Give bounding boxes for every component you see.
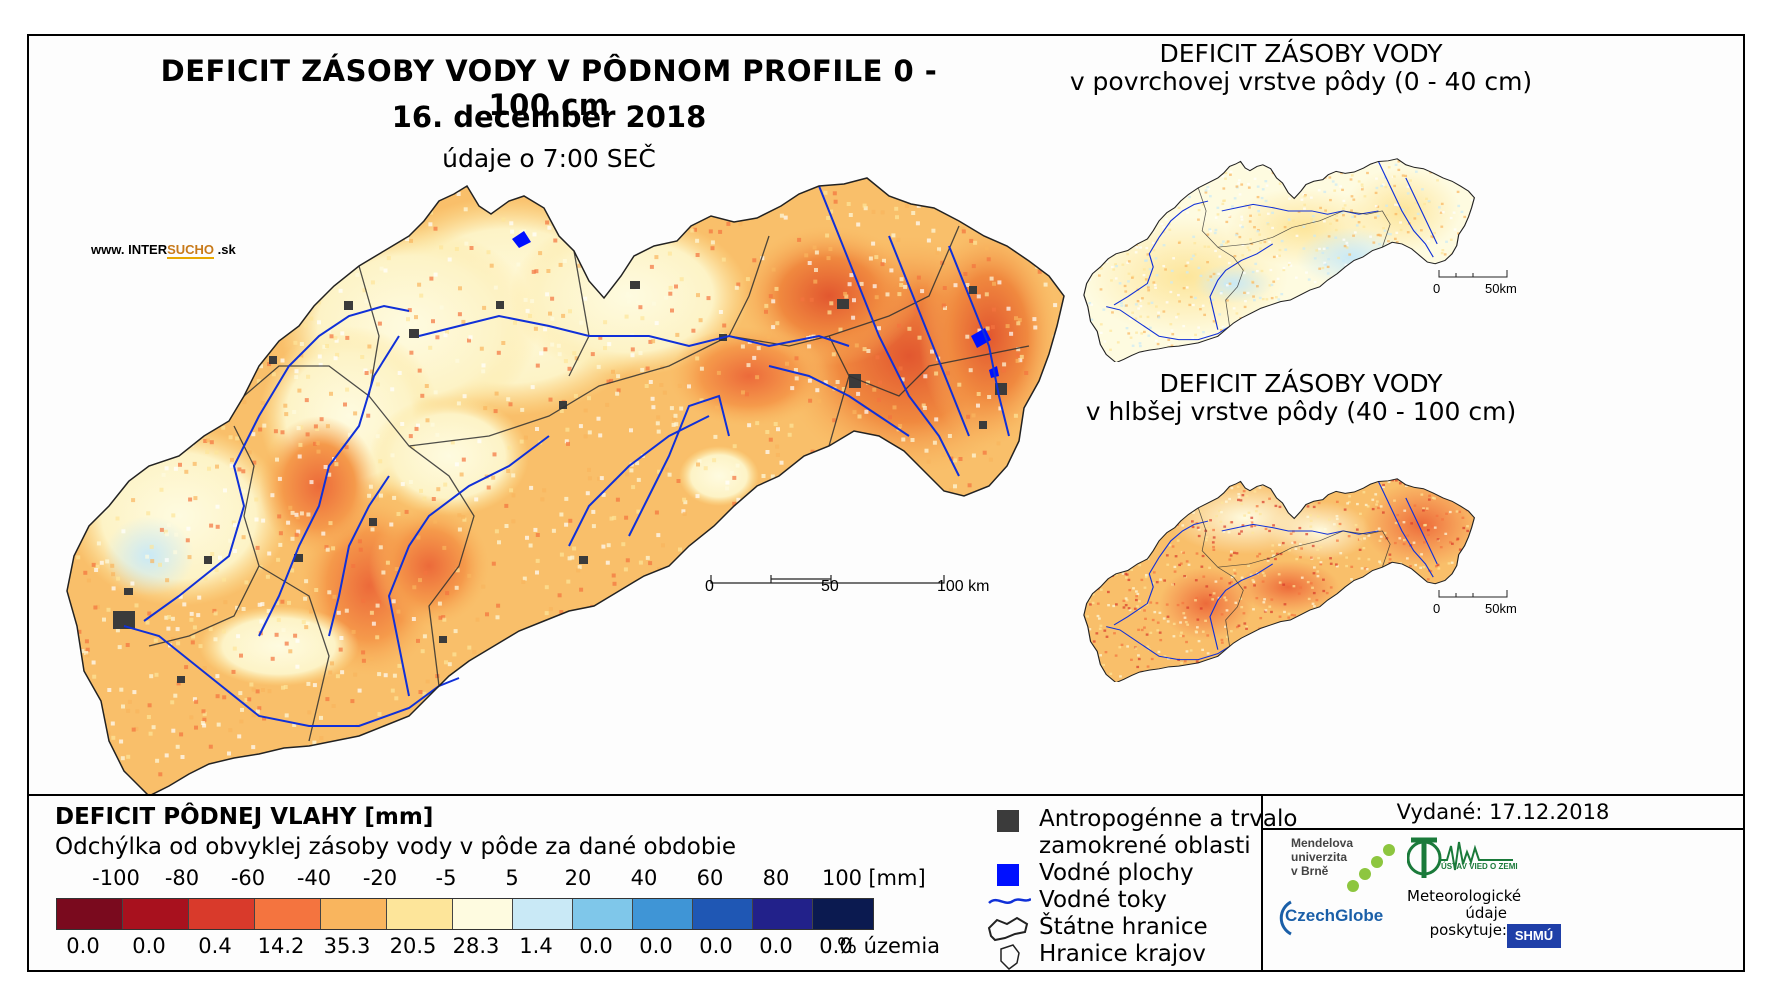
legend-percent: 28.3 [452, 934, 500, 958]
legend-percent: 0.0 [66, 934, 100, 958]
water-body-icon [997, 864, 1019, 886]
symbol-region-border: Hranice krajov [1000, 941, 1297, 970]
river-icon [988, 897, 1031, 904]
legend-swatch [189, 899, 255, 929]
main-map-time: údaje o 7:00 SEČ [442, 144, 656, 173]
symbol-urban-line2: zamokrené oblasti [1039, 833, 1251, 859]
inset-bottom-map [1083, 478, 1475, 682]
inset-top-scale-bar [1438, 270, 1508, 278]
legend-percent: 0.0 [579, 934, 613, 958]
legend-swatch [573, 899, 633, 929]
main-scale-0: 0 [705, 578, 714, 595]
website-link[interactable]: www. INTERSUCHO .sk [91, 242, 236, 259]
legend-tick: -60 [230, 866, 266, 890]
legend-swatch [693, 899, 753, 929]
inset-bottom-scale-bar [1438, 590, 1508, 598]
legend-percent: 20.5 [389, 934, 437, 958]
legend-percent: 0.0 [132, 934, 166, 958]
inset-top-title: DEFICIT ZÁSOBY VODY v povrchovej vrstve … [1069, 39, 1533, 96]
legend-subtitle: Odchýlka od obvyklej zásoby vody v pôde … [55, 834, 736, 860]
state-border-icon [987, 916, 1029, 942]
legend-tick: 20 [564, 866, 592, 890]
legend-percent: 35.3 [323, 934, 371, 958]
legend-swatch [813, 899, 873, 929]
legend-tick: -80 [164, 866, 200, 890]
symbol-state-border: Štátne hranice [987, 914, 1297, 942]
legend-tick: 60 [696, 866, 724, 890]
uvoz-logo-text: ÚSTAV VIED O ZEMI [1441, 862, 1518, 871]
main-scale-50: 50 [821, 578, 839, 595]
shmu-logo: SHMÚ [1507, 924, 1561, 948]
legend-tick: -40 [296, 866, 332, 890]
main-scale-100: 100 km [937, 578, 990, 595]
legend-swatch [387, 899, 453, 929]
legend-tick: -5 [435, 866, 457, 890]
symbol-water: Vodné plochy [997, 860, 1297, 887]
legend-percent-unit: % územia [837, 934, 941, 958]
legend-percent: 0.0 [759, 934, 793, 958]
legend-percent: 0.4 [198, 934, 232, 958]
legend-swatch [57, 899, 123, 929]
legend-unit: [mm] [868, 866, 926, 890]
inset-bottom-scale-0: 0 [1433, 601, 1441, 616]
legend-tick: 40 [630, 866, 658, 890]
main-map-title: DEFICIT ZÁSOBY VODY V PÔDNOM PROFILE 0 -… [160, 54, 938, 122]
main-map-date: 16. december 2018 [391, 100, 707, 134]
map-frame: DEFICIT ZÁSOBY VODY V PÔDNOM PROFILE 0 -… [27, 34, 1745, 972]
czechglobe-logo: CzechGlobe [1285, 906, 1384, 925]
legend-tick: -20 [362, 866, 398, 890]
inset-top-map [1083, 158, 1475, 362]
legend-ticks: -100 -80 -60 -40 -20 -5 5 20 40 60 80 10… [59, 866, 999, 894]
urban-area-icon [997, 810, 1019, 832]
legend-panel: DEFICIT PÔDNEJ VLAHY [mm] Odchýlka od ob… [29, 794, 1743, 972]
region-border-icon [1000, 944, 1020, 970]
legend-tick: 5 [505, 866, 519, 890]
legend-percent: 0.0 [639, 934, 673, 958]
inset-top-scale-0: 0 [1433, 281, 1441, 296]
legend-percent: 0.0 [819, 934, 853, 958]
symbol-legend: Antropogénne a trvalo zamokrené oblasti … [987, 806, 1297, 970]
legend-swatch [513, 899, 573, 929]
symbol-rivers: Vodné toky [988, 887, 1297, 914]
legend-swatch [255, 899, 321, 929]
issued-date: Vydané: 17.12.2018 [1263, 796, 1743, 830]
legend-percent: 0.0 [699, 934, 733, 958]
inset-bottom-scale-50: 50km [1485, 601, 1517, 616]
legend-percentages: 0.0 0.0 0.4 14.2 35.3 20.5 28.3 1.4 0.0 0.0 0.0 0.0… [56, 934, 856, 960]
legend-percent: 1.4 [519, 934, 553, 958]
mendel-dots-icon [1347, 844, 1395, 892]
legend-swatch [321, 899, 387, 929]
legend-percent: 14.2 [257, 934, 305, 958]
legend-tick: 80 [762, 866, 790, 890]
legend-swatch [123, 899, 189, 929]
inset-bottom-title: DEFICIT ZÁSOBY VODY v hlbšej vrstve pôdy… [1085, 369, 1517, 426]
uvoz-logo-icon [1407, 837, 1513, 878]
main-scale-bar [710, 575, 945, 584]
main-map [66, 177, 1065, 794]
legend-tick: -100 [92, 866, 140, 890]
legend-swatch [633, 899, 693, 929]
legend-divider [1261, 796, 1263, 972]
legend-swatch [753, 899, 813, 929]
meteo-credit: Meteorologické údaje poskytuje: [1407, 887, 1522, 939]
mendel-logo-text: Mendelova univerzita v Brně [1291, 836, 1354, 878]
symbol-urban: Antropogénne a trvalo [997, 806, 1297, 833]
legend-title: DEFICIT PÔDNEJ VLAHY [mm] [55, 804, 434, 830]
legend-swatch [453, 899, 513, 929]
czechglobe-arc-icon [1279, 900, 1292, 936]
map-area: DEFICIT ZÁSOBY VODY V PÔDNOM PROFILE 0 -… [29, 36, 1743, 794]
inset-top-scale-50: 50km [1485, 281, 1517, 296]
legend-color-scale [56, 898, 874, 930]
legend-tick: 100 [821, 866, 863, 890]
